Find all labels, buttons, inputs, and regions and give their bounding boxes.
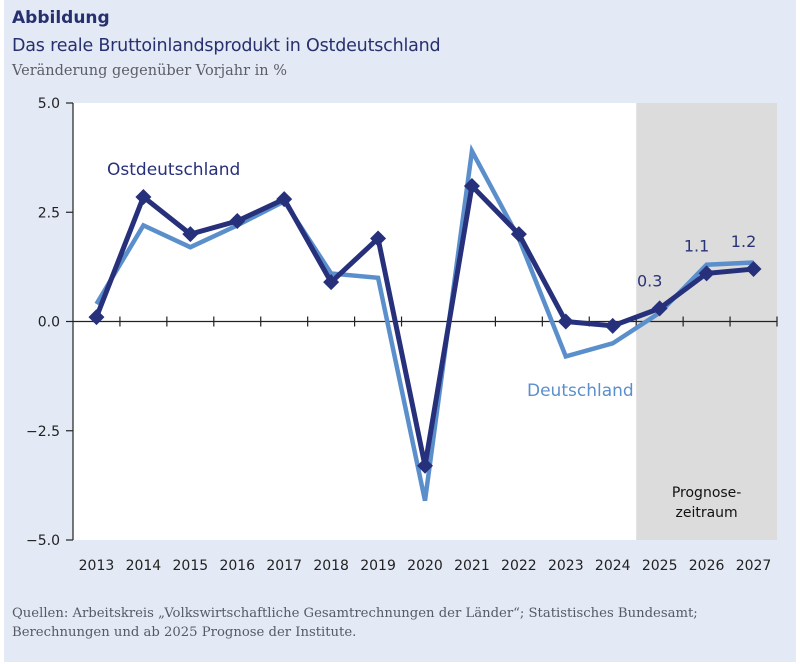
source-line-1: Quellen: Arbeitskreis „Volkswirtschaftli… [12,606,698,621]
data-point-marker [276,191,293,208]
x-tick-label: 2013 [79,558,115,574]
axes: 5.0 2.5 0.0 −2.5 −5.0 2013 2014 2015 2016 2017 201… [26,96,778,574]
series-label-ostdeutschland: Ostdeutschland [107,160,240,180]
chart-title: Das reale Bruttoinlandsprodukt in Ostdeu… [12,36,441,56]
source-note: Quellen: Arbeitskreis „Volkswirtschaftli… [12,604,782,642]
series-label-deutschland: Deutschland [527,381,634,401]
x-tick-label: 2023 [548,558,584,574]
figure-label: Abbildung [12,8,110,28]
x-tick-label: 2026 [689,558,725,574]
data-label: 0.3 [637,271,662,290]
chart-subtitle: Veränderung gegenüber Vorjahr in % [12,63,287,79]
y-tick-label: −5.0 [26,533,60,549]
data-point-marker [557,313,574,330]
data-point-marker [698,265,715,282]
data-point-marker [323,274,340,291]
x-tick-label: 2014 [126,558,162,574]
x-tick-label: 2027 [736,558,772,574]
data-point-marker [651,300,668,317]
x-tick-label: 2021 [454,558,490,574]
labels-layer: Ostdeutschland Deutschland 0.3 1.1 1.2 Progno… [107,160,756,521]
y-tick-label: −2.5 [26,424,60,440]
series-line-deutschland [94,143,754,502]
data-point-marker [182,226,199,243]
y-tick-label: 2.5 [38,205,60,221]
data-label: 1.1 [684,236,709,255]
source-line-2: Berechnungen und ab 2025 Prognose der In… [12,625,357,640]
x-tick-label: 2017 [266,558,302,574]
series-layer [88,143,762,502]
data-point-marker [370,230,387,247]
data-point-marker [745,261,762,278]
x-tick-label: 2016 [219,558,255,574]
x-tick-label: 2019 [360,558,396,574]
data-label: 1.2 [731,232,756,251]
x-tick-label: 2025 [642,558,678,574]
y-tick-label: 0.0 [38,315,60,331]
y-tick-label: 5.0 [38,96,60,112]
data-point-marker [135,188,152,205]
x-tick-label: 2018 [313,558,349,574]
data-point-marker [88,309,105,326]
forecast-label-line-2: zeitraum [676,505,738,521]
forecast-label-line-1: Prognose- [672,485,742,501]
data-point-marker [510,226,527,243]
x-tick-label: 2015 [173,558,209,574]
data-point-marker [463,178,480,195]
x-tick-label: 2024 [595,558,631,574]
x-tick-label: 2022 [501,558,537,574]
data-point-marker [417,457,433,474]
x-tick-label: 2020 [407,558,443,574]
data-point-marker [229,212,246,229]
data-point-marker [604,317,621,334]
